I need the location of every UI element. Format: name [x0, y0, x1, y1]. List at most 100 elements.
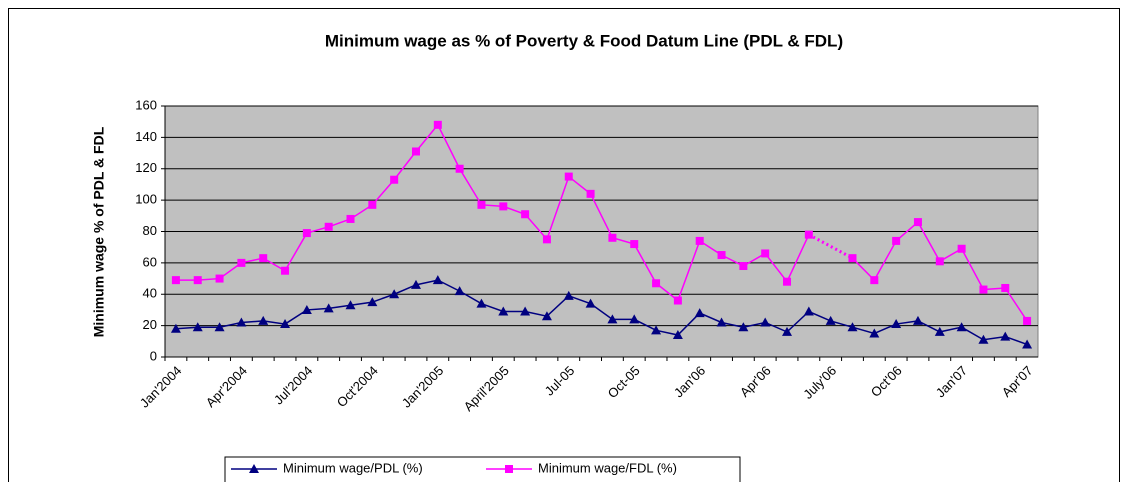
marker: [498, 306, 509, 316]
marker: [1000, 331, 1011, 341]
marker: [760, 317, 771, 327]
gap-bridge: [808, 233, 854, 260]
marker: [934, 326, 945, 336]
marker: [804, 230, 813, 239]
marker: [825, 315, 836, 325]
marker: [957, 244, 966, 253]
marker: [455, 164, 464, 173]
marker: [738, 322, 749, 332]
y-tick-label: 0: [150, 348, 157, 363]
legend-label: Minimum wage/PDL (%): [283, 460, 423, 475]
y-tick-label: 40: [143, 286, 157, 301]
marker: [193, 276, 202, 285]
marker: [302, 229, 311, 238]
marker: [249, 464, 259, 473]
marker: [520, 306, 531, 316]
marker: [236, 317, 247, 327]
marker: [563, 290, 574, 300]
marker: [411, 147, 420, 156]
marker: [652, 279, 661, 288]
marker: [607, 314, 618, 324]
marker: [694, 308, 705, 318]
marker: [1023, 316, 1032, 325]
marker: [761, 249, 770, 258]
y-tick-label: 100: [135, 192, 157, 207]
marker: [717, 251, 726, 260]
marker: [803, 306, 814, 316]
marker: [368, 200, 377, 209]
marker: [237, 258, 246, 267]
marker: [541, 311, 552, 321]
marker: [869, 328, 880, 338]
chart-title: Minimum wage as % of Poverty & Food Datu…: [325, 31, 843, 50]
marker: [410, 279, 421, 289]
legend: Minimum wage/PDL (%) Minimum wage/FDL (%): [224, 456, 741, 482]
marker: [301, 304, 312, 314]
y-tick-label: 120: [135, 160, 157, 175]
marker: [499, 202, 508, 211]
marker: [345, 300, 356, 310]
marker: [454, 286, 465, 296]
marker: [505, 465, 513, 473]
marker: [716, 317, 727, 327]
marker: [433, 120, 442, 129]
marker: [695, 236, 704, 245]
marker: [542, 235, 551, 244]
y-tick-label: 80: [143, 223, 157, 238]
marker: [215, 274, 224, 283]
marker: [870, 276, 879, 285]
marker: [629, 314, 640, 324]
marker: [783, 277, 792, 286]
marker: [956, 322, 967, 332]
y-tick-label: 140: [135, 129, 157, 144]
y-tick-label: 20: [143, 317, 157, 332]
marker: [978, 334, 989, 344]
marker: [280, 319, 291, 329]
marker: [848, 254, 857, 263]
series-line: [175, 279, 1028, 346]
marker: [564, 172, 573, 181]
marker: [651, 325, 662, 335]
marker: [281, 266, 290, 275]
marker: [1001, 283, 1010, 292]
marker: [171, 276, 180, 285]
marker: [585, 298, 596, 308]
marker: [258, 315, 269, 325]
marker: [346, 214, 355, 223]
marker: [170, 323, 181, 333]
marker: [389, 289, 400, 299]
marker: [891, 319, 902, 329]
y-tick-label: 60: [143, 254, 157, 269]
marker: [586, 189, 595, 198]
marker: [608, 233, 617, 242]
series: [170, 275, 1033, 349]
marker: [521, 210, 530, 219]
y-axis-label: Minimum wage % of PDL & FDL: [91, 126, 107, 337]
marker: [630, 240, 639, 249]
marker: [432, 275, 443, 285]
marker: [739, 262, 748, 271]
marker: [1022, 339, 1033, 349]
marker: [324, 222, 333, 231]
marker: [979, 285, 988, 294]
y-tick-label: 160: [135, 97, 157, 112]
marker: [214, 322, 225, 332]
marker: [367, 297, 378, 307]
series: [171, 120, 1032, 325]
marker: [935, 257, 944, 266]
marker: [782, 326, 793, 336]
marker: [259, 254, 268, 263]
marker: [390, 175, 399, 184]
marker: [892, 236, 901, 245]
legend-label: Minimum wage/FDL (%): [538, 460, 677, 475]
marker: [192, 322, 203, 332]
marker: [912, 315, 923, 325]
legend-box: [224, 456, 741, 482]
marker: [477, 200, 486, 209]
marker: [476, 298, 487, 308]
marker: [913, 218, 922, 227]
marker: [323, 303, 334, 313]
marker: [673, 296, 682, 305]
marker: [672, 330, 683, 340]
